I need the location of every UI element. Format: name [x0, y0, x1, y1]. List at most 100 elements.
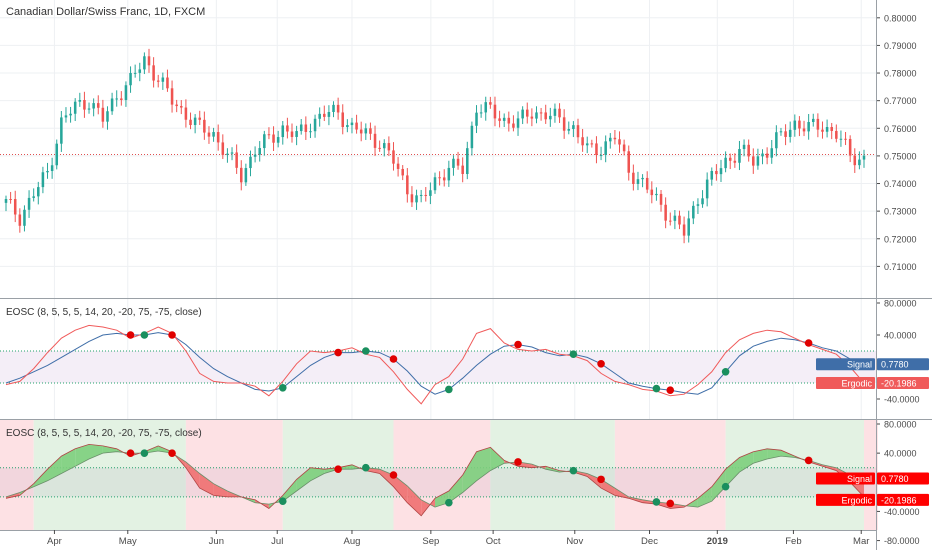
candle-down [189, 119, 192, 126]
candle-up [604, 141, 607, 155]
candle-down [180, 106, 183, 108]
time-tick-label: Nov [566, 536, 583, 547]
candle-up [60, 117, 63, 144]
candle-up [193, 117, 197, 126]
eosc-tick-label: -40.0000 [884, 395, 920, 405]
candle-down [198, 117, 202, 120]
candle-down [618, 139, 621, 145]
candle-down [9, 198, 12, 200]
eosc-line-pane[interactable] [0, 324, 876, 405]
candle-up [761, 153, 764, 157]
eosc-cross-marker [126, 331, 135, 339]
eosc-area-pane[interactable] [0, 420, 878, 530]
candle-up [133, 72, 137, 74]
time-tick-label: Apr [47, 536, 62, 547]
candle-down [461, 165, 464, 175]
candle-down [581, 137, 584, 146]
candle-down [438, 177, 441, 179]
candle-up [839, 138, 843, 140]
candle-up [553, 108, 557, 116]
candle-up [299, 124, 303, 132]
candle-down [539, 112, 543, 114]
candle-down [18, 214, 22, 226]
eosc-cross-marker [445, 385, 453, 394]
bull-fill-segment [310, 467, 325, 481]
candle-down [728, 157, 732, 161]
candle-up [415, 195, 418, 203]
candle-down [101, 107, 105, 122]
candle-down [765, 153, 769, 158]
candle-up [701, 198, 704, 205]
candle-down [682, 224, 686, 236]
candle-up [263, 134, 266, 149]
signal-badge-bg [816, 358, 875, 371]
candle-up [447, 167, 451, 181]
price-tick-label: 0.80000 [884, 13, 917, 23]
eosc-pane-title: EOSC (8, 5, 5, 5, 14, 20, -20, 75, -75, … [6, 307, 202, 318]
candle-up [479, 112, 483, 114]
eosc-cross-marker [168, 331, 176, 339]
eosc-area-cross-marker [597, 475, 605, 484]
candle-up [862, 155, 866, 160]
candle-down [272, 134, 275, 143]
ergodic-line [5, 324, 865, 405]
candle-up [281, 125, 285, 138]
eosc-cross-marker [666, 386, 675, 395]
eosc-area-cross-marker [334, 465, 342, 473]
signal-area-badge-label: Signal [847, 474, 872, 484]
candle-up [549, 115, 552, 120]
price-tick-label: 0.74000 [884, 179, 917, 189]
eosc-area-cross-marker [652, 498, 661, 506]
price-pane[interactable] [0, 0, 876, 530]
candle-down [235, 152, 238, 168]
candle-up [143, 56, 146, 70]
candle-up [742, 144, 746, 150]
price-tick-label: 0.79000 [884, 41, 917, 51]
bull-fill-segment [282, 479, 297, 502]
eosc-level-band [0, 351, 876, 383]
bull-fill-segment [47, 456, 62, 481]
candle-up [535, 112, 538, 119]
candle-up [382, 143, 386, 149]
signal-area-badge-bg [816, 472, 875, 485]
bear-fill-segment [587, 473, 602, 489]
candle-up [636, 179, 640, 184]
candle-up [364, 128, 368, 134]
eosc-area-cross-marker [126, 449, 135, 457]
bear-fill-segment [407, 485, 422, 516]
signal-line [5, 332, 865, 395]
candle-down [747, 144, 750, 157]
candle-up [346, 125, 349, 128]
candle-up [811, 118, 815, 122]
signal-line-area [5, 450, 865, 508]
time-tick-label: Feb [785, 536, 801, 547]
eosc-area-cross-marker [278, 497, 287, 506]
candle-up [138, 69, 142, 73]
candle-down [562, 117, 566, 131]
candle-down [336, 104, 340, 113]
candle-up [129, 73, 132, 86]
candle-down [627, 151, 631, 173]
bear-zone [0, 420, 34, 530]
price-tick-label: 0.76000 [884, 124, 917, 134]
bull-fill-segment [739, 451, 754, 473]
candle-down [613, 137, 617, 140]
candle-down [544, 112, 547, 120]
eosc-area-tick-label: 40.0000 [884, 449, 917, 459]
candle-up [738, 149, 741, 163]
candle-down [816, 118, 820, 130]
candle-up [23, 209, 26, 226]
candle-up [705, 179, 709, 199]
price-tick-label: 0.77000 [884, 96, 917, 106]
candle-down [341, 112, 345, 128]
eosc-area-cross-marker [140, 449, 149, 457]
candle-down [203, 119, 206, 133]
candle-down [668, 220, 672, 222]
candle-up [244, 168, 248, 183]
candle-down [622, 144, 626, 152]
ergodic-line-area [5, 443, 865, 517]
candle-down [558, 108, 561, 118]
candle-down [410, 194, 414, 203]
candle-up [655, 193, 658, 196]
